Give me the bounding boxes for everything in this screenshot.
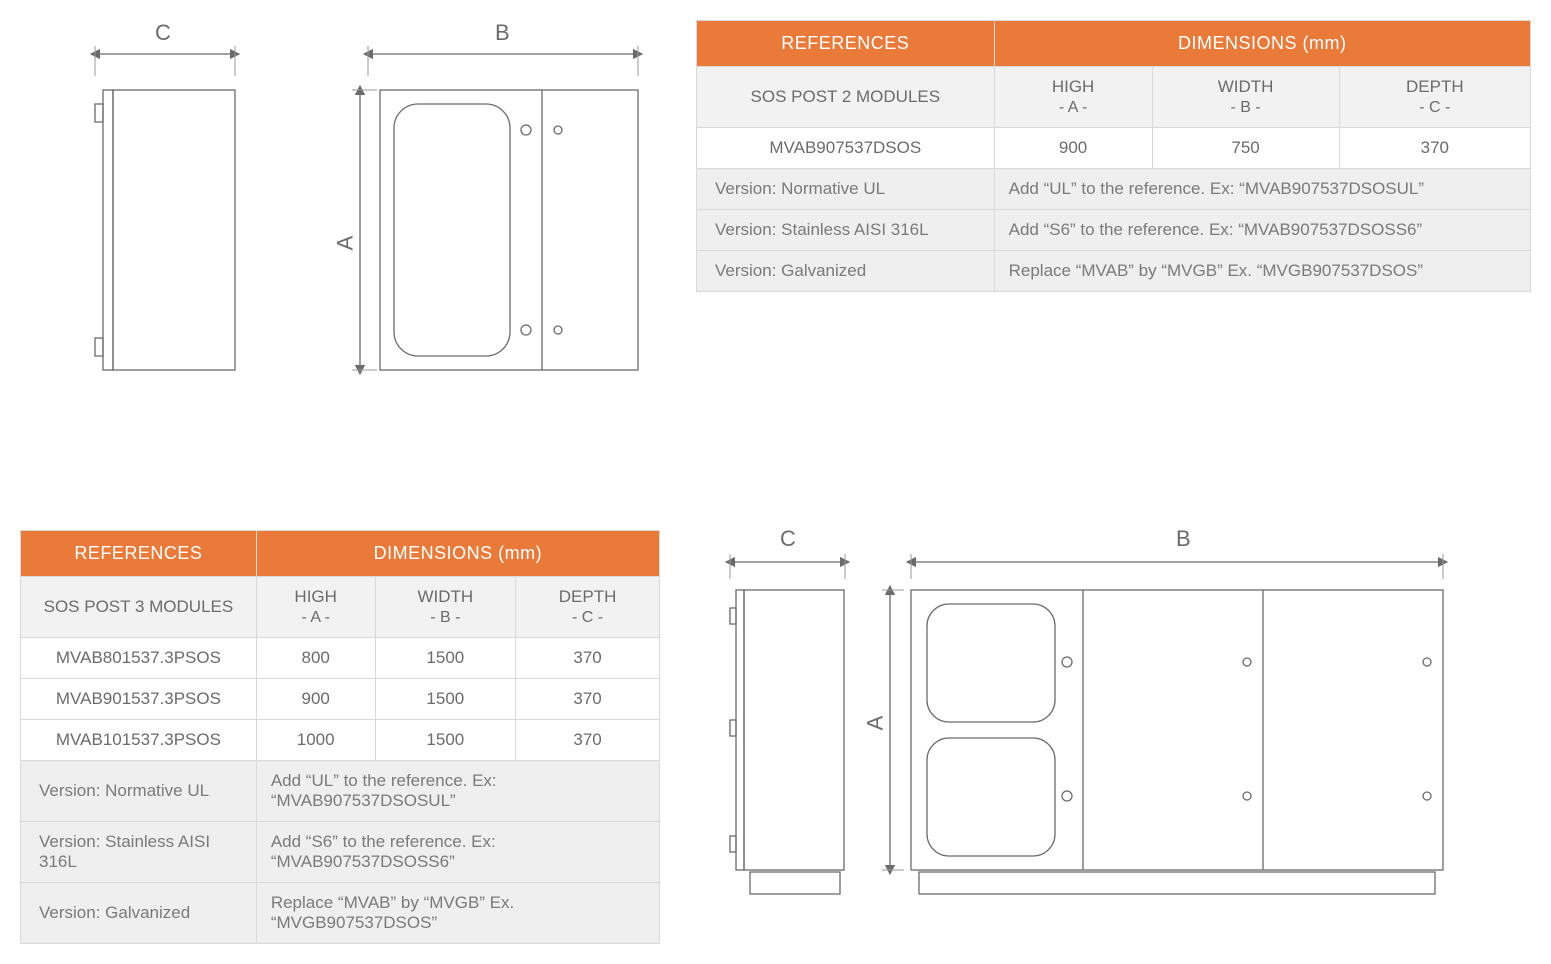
th-high: HIGH- A - (256, 577, 375, 638)
dim-label-B: B (1176, 526, 1191, 552)
table-row: MVAB907537DSOS 900 750 370 (697, 128, 1531, 169)
table-row: Version: Normative ULAdd “UL” to the ref… (21, 761, 660, 822)
th-width: WIDTH- B - (375, 577, 516, 638)
table-row: Version: GalvanizedReplace “MVAB” by “MV… (21, 883, 660, 944)
dim-label-C: C (155, 20, 171, 46)
table-3-modules: REFERENCES DIMENSIONS (mm) SOS POST 3 MO… (20, 530, 660, 944)
table-row: Version: GalvanizedReplace “MVAB” by “MV… (697, 251, 1531, 292)
table-row: MVAB901537.3PSOS9001500370 (21, 679, 660, 720)
table-row: MVAB801537.3PSOS8001500370 (21, 638, 660, 679)
th-depth: DEPTH- C - (516, 577, 660, 638)
table-2-modules: REFERENCES DIMENSIONS (mm) SOS POST 2 MO… (696, 20, 1531, 292)
th-depth: DEPTH- C - (1339, 67, 1530, 128)
side-view-3mod (730, 590, 850, 910)
subtitle-3mod: SOS POST 3 MODULES (21, 577, 257, 638)
table-row: MVAB101537.3PSOS10001500370 (21, 720, 660, 761)
side-view-2mod (95, 90, 240, 380)
front-view-3mod (911, 590, 1451, 910)
dim-label-C: C (780, 526, 796, 552)
th-dimensions: DIMENSIONS (mm) (256, 531, 659, 577)
table-row: Version: Normative ULAdd “UL” to the ref… (697, 169, 1531, 210)
diagram-2-modules: C B A (20, 20, 640, 420)
table-row: Version: Stainless AISI 316LAdd “S6” to … (697, 210, 1531, 251)
th-references: REFERENCES (697, 21, 995, 67)
table-row: Version: Stainless AISI 316LAdd “S6” to … (21, 822, 660, 883)
subtitle-2mod: SOS POST 2 MODULES (697, 67, 995, 128)
diagram-3-modules: C B A (716, 530, 1531, 930)
dim-label-B: B (495, 20, 510, 46)
th-dimensions: DIMENSIONS (mm) (994, 21, 1530, 67)
th-references: REFERENCES (21, 531, 257, 577)
th-high: HIGH- A - (994, 67, 1152, 128)
front-view-2mod (380, 90, 640, 380)
th-width: WIDTH- B - (1152, 67, 1339, 128)
